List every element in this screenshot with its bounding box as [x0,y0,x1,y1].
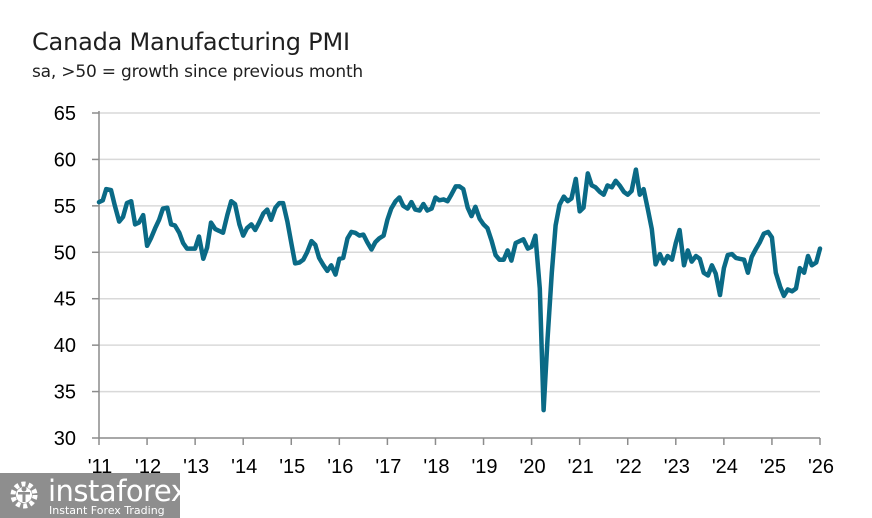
x-tick-label: '17 [375,456,401,478]
x-tick-label: '14 [231,456,257,478]
x-tick-label: '21 [568,456,594,478]
x-axis-ticks: '11 '12 '13 '14 '15 '16 '17 '18 '19 '20 '21 '22 '23 '… [88,438,834,478]
x-tick-label: '23 [664,456,690,478]
series-line [96,167,823,413]
y-tick-label: 65 [54,103,76,125]
x-tick-label: '11 [88,456,113,478]
watermark-tagline: Instant Forex Trading [49,504,165,517]
y-tick-label: 45 [54,289,76,311]
y-tick-label: 50 [54,242,76,264]
gear-logo-icon [10,481,38,509]
y-tick-label: 35 [54,382,76,404]
x-tick-label: '26 [808,456,834,478]
y-tick-label: 40 [54,335,76,357]
x-tick-label: '18 [423,456,449,478]
x-tick-label: '19 [471,456,497,478]
x-tick-label: '24 [712,456,738,478]
x-tick-label: '20 [520,456,546,478]
x-tick-label: '12 [135,456,161,478]
chart-title: Canada Manufacturing PMI [32,28,350,56]
y-tick-label: 55 [54,196,76,218]
grid-lines [99,112,820,393]
x-tick-label: '15 [279,456,305,478]
x-tick-label: '16 [327,456,353,478]
x-tick-label: '25 [760,456,786,478]
x-tick-label: '22 [616,456,642,478]
series-group [96,167,823,413]
x-tick-label: '13 [183,456,209,478]
y-axis-ticks: 30 35 40 45 50 55 60 65 [54,103,99,450]
y-tick-label: 60 [54,149,76,171]
y-tick-label: 30 [54,428,76,450]
chart-subtitle: sa, >50 = growth since previous month [32,62,363,82]
watermark-brand: instaforex [48,474,188,508]
watermark: instaforex Instant Forex Trading [0,473,188,518]
axes [98,111,820,439]
